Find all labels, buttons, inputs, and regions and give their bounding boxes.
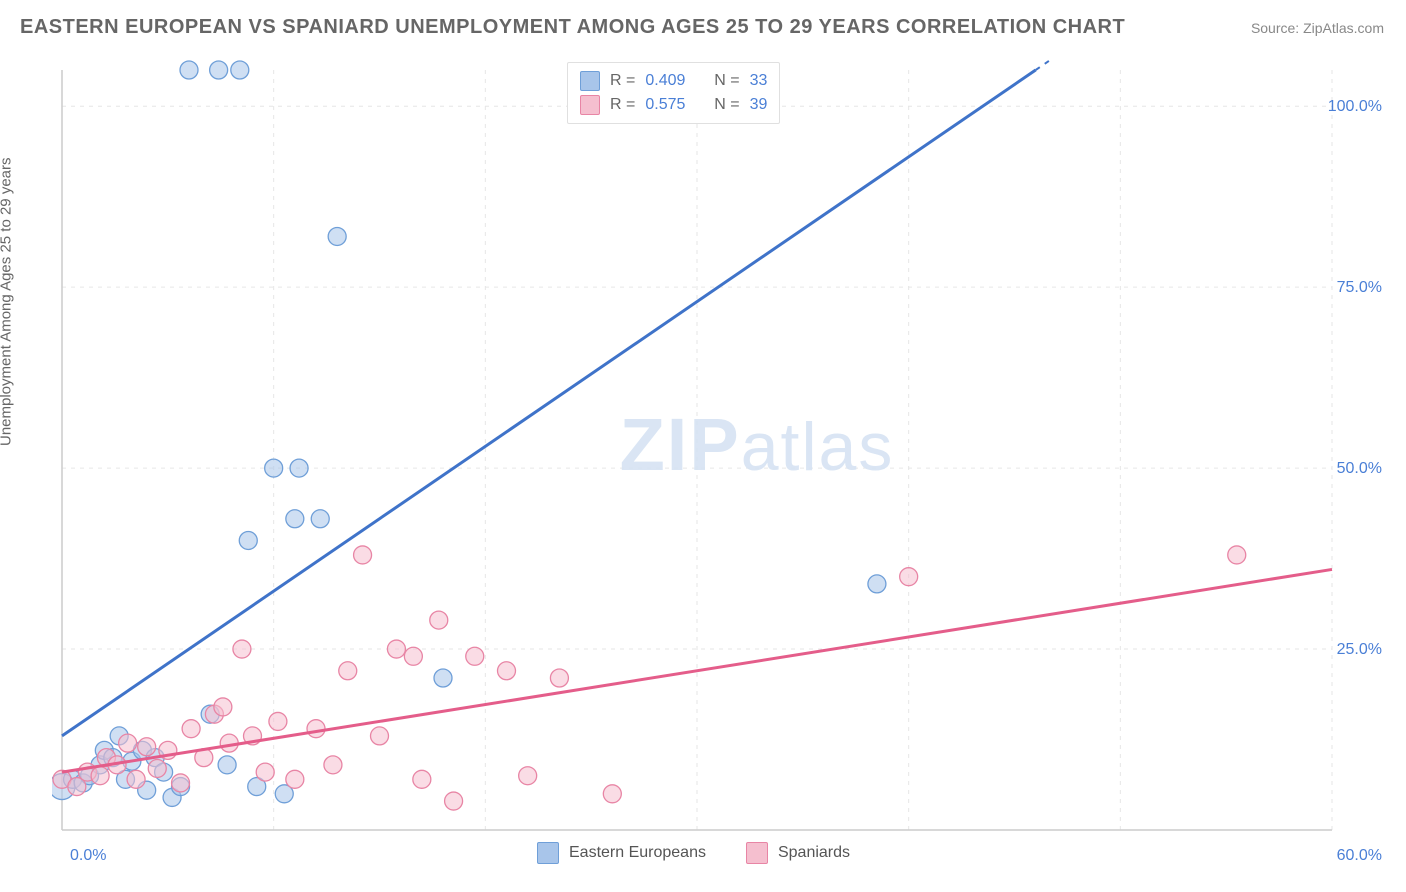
legend-n-label: N = [714,93,739,117]
chart-title: EASTERN EUROPEAN VS SPANIARD UNEMPLOYMEN… [20,16,1125,39]
data-point [119,734,137,752]
regression-line [62,70,1036,736]
y-tick-label: 100.0% [1328,98,1382,115]
data-point [311,510,329,528]
series-legend-item: Spaniards [746,842,850,864]
data-point [127,770,145,788]
data-point [180,61,198,79]
data-point [138,738,156,756]
series-legend-label: Spaniards [778,844,850,862]
data-point [265,459,283,477]
data-point [182,720,200,738]
scatter-chart: ZIPatlas 25.0% 50.0% 75.0% 100.0% 0.0% 60.0% [52,60,1392,870]
correlation-legend-row: R = 0.409 N = 33 [580,69,767,93]
data-point [286,770,304,788]
x-tick-label: 60.0% [1337,847,1382,864]
correlation-legend-row: R = 0.575 N = 39 [580,93,767,117]
legend-r-value: 0.575 [645,93,685,117]
chart-area: ZIPatlas 25.0% 50.0% 75.0% 100.0% 0.0% 60.0% [52,60,1392,870]
data-point [290,459,308,477]
regression-line-dashed [1036,60,1166,70]
x-tick-label: 0.0% [70,847,106,864]
y-tick-label: 25.0% [1337,641,1382,658]
data-point [339,662,357,680]
series-legend: Eastern Europeans Spaniards [537,842,850,864]
data-point [231,61,249,79]
legend-swatch [580,95,600,115]
data-point [148,759,166,777]
legend-n-value: 39 [750,93,768,117]
data-point [354,546,372,564]
data-point [387,640,405,658]
legend-r-value: 0.409 [645,69,685,93]
data-point [324,756,342,774]
source-label: Source: ZipAtlas.com [1251,20,1384,36]
y-tick-label: 50.0% [1337,460,1382,477]
data-point [371,727,389,745]
series-legend-item: Eastern Europeans [537,842,706,864]
y-axis-label: Unemployment Among Ages 25 to 29 years [0,157,15,446]
data-point [868,575,886,593]
data-point [172,774,190,792]
legend-n-value: 33 [750,69,768,93]
data-point [1228,546,1246,564]
data-point [466,647,484,665]
data-point [404,647,422,665]
legend-swatch [580,71,600,91]
data-point [603,785,621,803]
data-point [413,770,431,788]
data-point [328,227,346,245]
svg-text:ZIPatlas: ZIPatlas [620,403,895,486]
correlation-legend: R = 0.409 N = 33 R = 0.575 N = 39 [567,62,780,124]
data-point [434,669,452,687]
data-point [214,698,232,716]
data-point [233,640,251,658]
data-point [498,662,516,680]
data-point [286,510,304,528]
legend-swatch [746,842,768,864]
data-point [519,767,537,785]
data-point [239,531,257,549]
legend-r-label: R = [610,93,635,117]
legend-r-label: R = [610,69,635,93]
series-legend-label: Eastern Europeans [569,844,706,862]
data-point [269,712,287,730]
data-point [445,792,463,810]
page-root: EASTERN EUROPEAN VS SPANIARD UNEMPLOYMEN… [0,0,1406,892]
regression-line [62,569,1332,772]
legend-swatch [537,842,559,864]
data-point [430,611,448,629]
legend-n-label: N = [714,69,739,93]
data-point [256,763,274,781]
data-point [550,669,568,687]
data-point [91,767,109,785]
data-point [210,61,228,79]
y-tick-label: 75.0% [1337,279,1382,296]
data-point [218,756,236,774]
data-point [307,720,325,738]
data-point [900,568,918,586]
